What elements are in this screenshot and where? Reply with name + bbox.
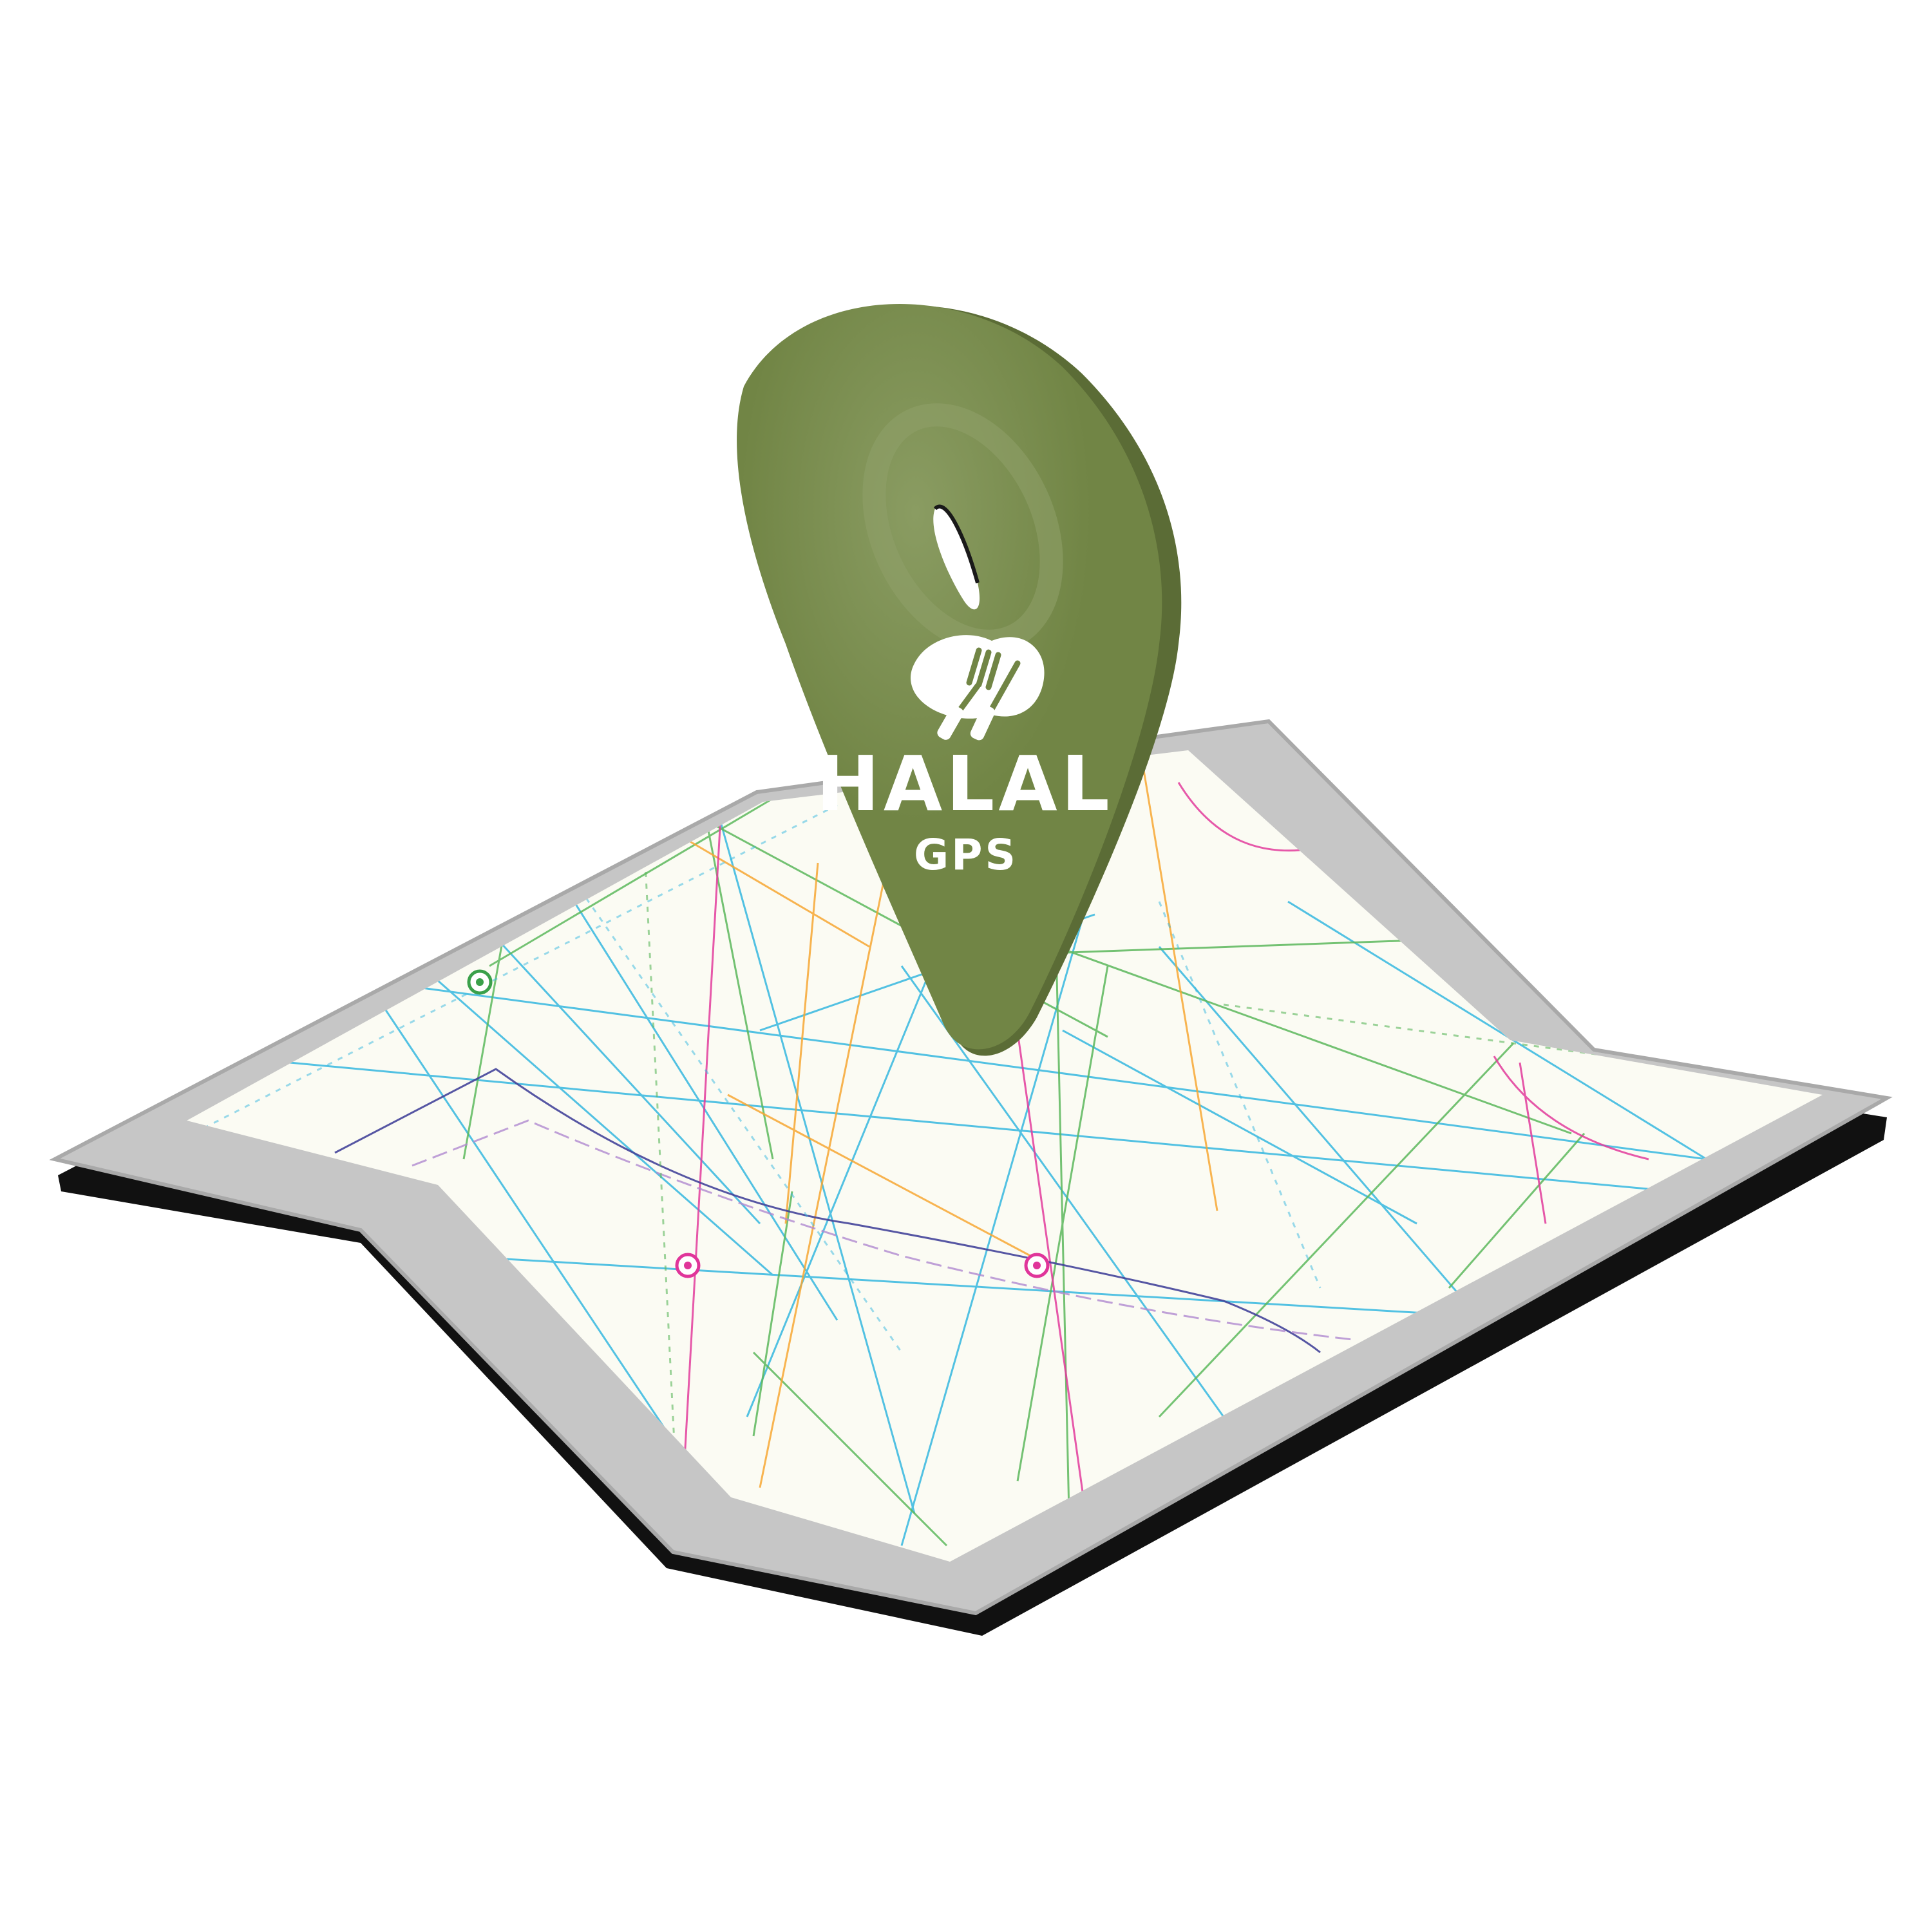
map-marker-green [467, 969, 493, 995]
food-cutlery-icon [911, 635, 1045, 741]
map-marker-magenta-right [1024, 1253, 1050, 1278]
map-marker-magenta-left [675, 1253, 701, 1278]
pin-hole [933, 506, 980, 610]
logo-subtitle: GPS [914, 830, 1018, 880]
halal-gps-logo: HALAL GPS [816, 635, 1113, 880]
logo-title: HALAL [816, 739, 1113, 828]
map-paper [187, 750, 1823, 1562]
